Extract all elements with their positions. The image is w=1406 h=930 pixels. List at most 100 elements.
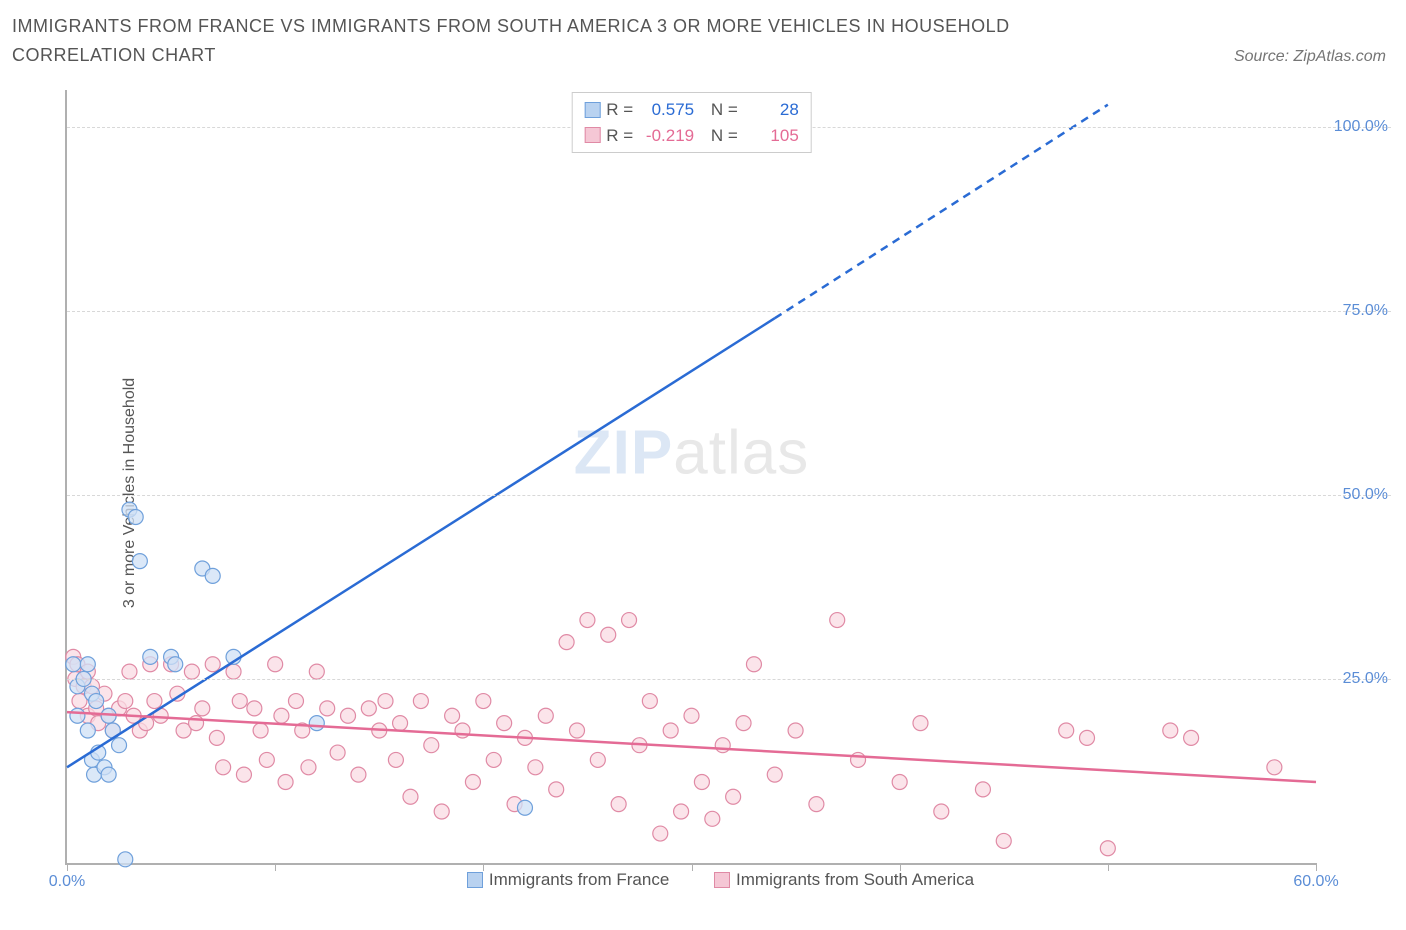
- point-south-america: [184, 664, 199, 679]
- gridline: [67, 311, 1391, 312]
- point-south-america: [465, 775, 480, 790]
- point-south-america: [736, 716, 751, 731]
- point-south-america: [996, 833, 1011, 848]
- point-south-america: [497, 716, 512, 731]
- point-south-america: [147, 694, 162, 709]
- swatch-france: [584, 102, 600, 118]
- point-france: [128, 509, 143, 524]
- point-south-america: [288, 694, 303, 709]
- point-south-america: [232, 694, 247, 709]
- point-south-america: [1163, 723, 1178, 738]
- point-south-america: [653, 826, 668, 841]
- point-south-america: [788, 723, 803, 738]
- point-south-america: [538, 708, 553, 723]
- bottom-legend: Immigrants from France Immigrants from S…: [50, 870, 1391, 893]
- legend-swatch-sa: [714, 872, 730, 888]
- point-south-america: [934, 804, 949, 819]
- point-south-america: [913, 716, 928, 731]
- gridline: [67, 495, 1391, 496]
- point-south-america: [247, 701, 262, 716]
- legend-label-france: Immigrants from France: [489, 870, 669, 890]
- point-south-america: [476, 694, 491, 709]
- point-south-america: [726, 789, 741, 804]
- point-south-america: [351, 767, 366, 782]
- point-south-america: [1267, 760, 1282, 775]
- point-south-america: [216, 760, 231, 775]
- point-south-america: [486, 752, 501, 767]
- point-south-america: [122, 664, 137, 679]
- point-south-america: [1184, 730, 1199, 745]
- point-south-america: [320, 701, 335, 716]
- point-south-america: [746, 657, 761, 672]
- point-france: [80, 723, 95, 738]
- point-south-america: [809, 797, 824, 812]
- r-label: R =: [606, 97, 633, 123]
- point-south-america: [413, 694, 428, 709]
- point-france: [112, 738, 127, 753]
- legend-item-sa: Immigrants from South America: [714, 870, 974, 890]
- plot-area: ZIPatlas R = 0.575 N = 28 R = -0.219 N =…: [65, 90, 1316, 865]
- point-south-america: [975, 782, 990, 797]
- point-south-america: [393, 716, 408, 731]
- point-south-america: [1059, 723, 1074, 738]
- point-south-america: [388, 752, 403, 767]
- point-south-america: [378, 694, 393, 709]
- r-value-sa: -0.219: [639, 123, 694, 149]
- point-south-america: [611, 797, 626, 812]
- point-south-america: [236, 767, 251, 782]
- point-south-america: [403, 789, 418, 804]
- point-south-america: [684, 708, 699, 723]
- point-south-america: [528, 760, 543, 775]
- point-south-america: [195, 701, 210, 716]
- point-south-america: [361, 701, 376, 716]
- point-south-america: [715, 738, 730, 753]
- stats-row-france: R = 0.575 N = 28: [584, 97, 799, 123]
- point-france: [89, 694, 104, 709]
- point-south-america: [601, 627, 616, 642]
- point-south-america: [259, 752, 274, 767]
- point-south-america: [549, 782, 564, 797]
- point-south-america: [278, 775, 293, 790]
- point-south-america: [1080, 730, 1095, 745]
- point-south-america: [330, 745, 345, 760]
- y-tick-label: 100.0%: [1334, 118, 1388, 136]
- point-france: [80, 657, 95, 672]
- point-south-america: [642, 694, 657, 709]
- point-france: [118, 852, 133, 867]
- point-south-america: [559, 635, 574, 650]
- y-tick-label: 75.0%: [1343, 302, 1388, 320]
- point-france: [70, 708, 85, 723]
- point-france: [101, 767, 116, 782]
- point-south-america: [705, 811, 720, 826]
- gridline: [67, 679, 1391, 680]
- n-value-sa: 105: [744, 123, 799, 149]
- n-label: N =: [711, 123, 738, 149]
- regression-line-france-dashed: [775, 105, 1108, 318]
- plot-svg: [67, 90, 1316, 863]
- point-south-america: [663, 723, 678, 738]
- point-south-america: [253, 723, 268, 738]
- point-france: [168, 657, 183, 672]
- point-south-america: [830, 613, 845, 628]
- point-south-america: [209, 730, 224, 745]
- point-south-america: [118, 694, 133, 709]
- point-south-america: [268, 657, 283, 672]
- point-south-america: [590, 752, 605, 767]
- stats-row-sa: R = -0.219 N = 105: [584, 123, 799, 149]
- n-label: N =: [711, 97, 738, 123]
- stats-legend-box: R = 0.575 N = 28 R = -0.219 N = 105: [571, 92, 812, 153]
- point-south-america: [434, 804, 449, 819]
- swatch-south-america: [584, 127, 600, 143]
- point-south-america: [570, 723, 585, 738]
- y-tick-label: 25.0%: [1343, 670, 1388, 688]
- legend-item-france: Immigrants from France: [467, 870, 669, 890]
- point-france: [517, 800, 532, 815]
- point-france: [205, 568, 220, 583]
- chart-container: 3 or more Vehicles in Household ZIPatlas…: [50, 90, 1391, 895]
- y-tick-label: 50.0%: [1343, 486, 1388, 504]
- point-france: [143, 649, 158, 664]
- r-label: R =: [606, 123, 633, 149]
- point-south-america: [309, 664, 324, 679]
- point-south-america: [580, 613, 595, 628]
- point-south-america: [301, 760, 316, 775]
